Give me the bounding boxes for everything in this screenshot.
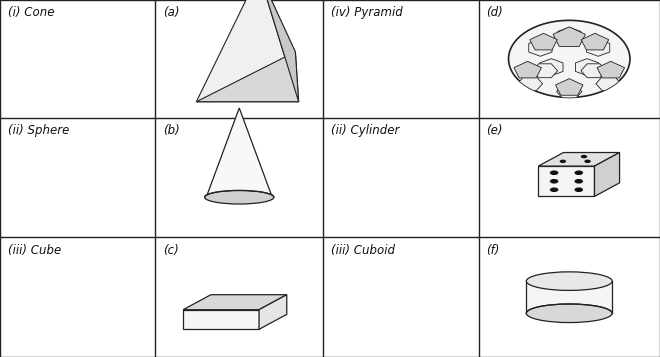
Text: (b): (b)	[163, 124, 180, 137]
Polygon shape	[197, 0, 299, 102]
Polygon shape	[539, 152, 620, 166]
Ellipse shape	[526, 272, 612, 291]
Circle shape	[574, 179, 583, 183]
Polygon shape	[596, 77, 621, 91]
Polygon shape	[597, 61, 624, 78]
Polygon shape	[197, 52, 299, 102]
Polygon shape	[556, 85, 582, 99]
Text: (a): (a)	[163, 6, 180, 19]
Ellipse shape	[205, 191, 274, 204]
Text: (iv) Pyramid: (iv) Pyramid	[331, 6, 403, 19]
Polygon shape	[530, 33, 557, 50]
Polygon shape	[259, 295, 286, 329]
Polygon shape	[558, 27, 581, 44]
Circle shape	[560, 160, 566, 163]
Polygon shape	[206, 108, 272, 197]
Circle shape	[550, 179, 558, 183]
Polygon shape	[533, 64, 558, 78]
Polygon shape	[527, 281, 612, 313]
Polygon shape	[581, 64, 606, 78]
Polygon shape	[556, 79, 583, 95]
Circle shape	[574, 187, 583, 192]
Text: (iii) Cuboid: (iii) Cuboid	[331, 244, 395, 257]
Polygon shape	[183, 295, 286, 310]
Polygon shape	[539, 166, 595, 196]
Polygon shape	[576, 59, 599, 76]
Ellipse shape	[508, 20, 630, 97]
Text: (d): (d)	[486, 6, 503, 19]
Polygon shape	[540, 59, 563, 76]
Text: (c): (c)	[163, 244, 179, 257]
Polygon shape	[529, 39, 552, 56]
Polygon shape	[259, 0, 299, 102]
Text: (i) Cone: (i) Cone	[8, 6, 54, 19]
Polygon shape	[595, 152, 620, 196]
Circle shape	[581, 155, 587, 158]
Polygon shape	[183, 310, 259, 329]
Text: (e): (e)	[486, 124, 503, 137]
Text: (f): (f)	[486, 244, 500, 257]
Circle shape	[584, 160, 591, 163]
Text: (ii) Cylinder: (ii) Cylinder	[331, 124, 400, 137]
Polygon shape	[581, 33, 609, 50]
Text: (iii) Cube: (iii) Cube	[8, 244, 61, 257]
Polygon shape	[553, 27, 585, 46]
Polygon shape	[517, 77, 543, 91]
Circle shape	[550, 170, 558, 175]
Polygon shape	[514, 61, 541, 78]
Polygon shape	[587, 39, 610, 56]
Text: (ii) Sphere: (ii) Sphere	[8, 124, 69, 137]
Circle shape	[574, 170, 583, 175]
Circle shape	[550, 187, 558, 192]
Ellipse shape	[526, 304, 612, 323]
